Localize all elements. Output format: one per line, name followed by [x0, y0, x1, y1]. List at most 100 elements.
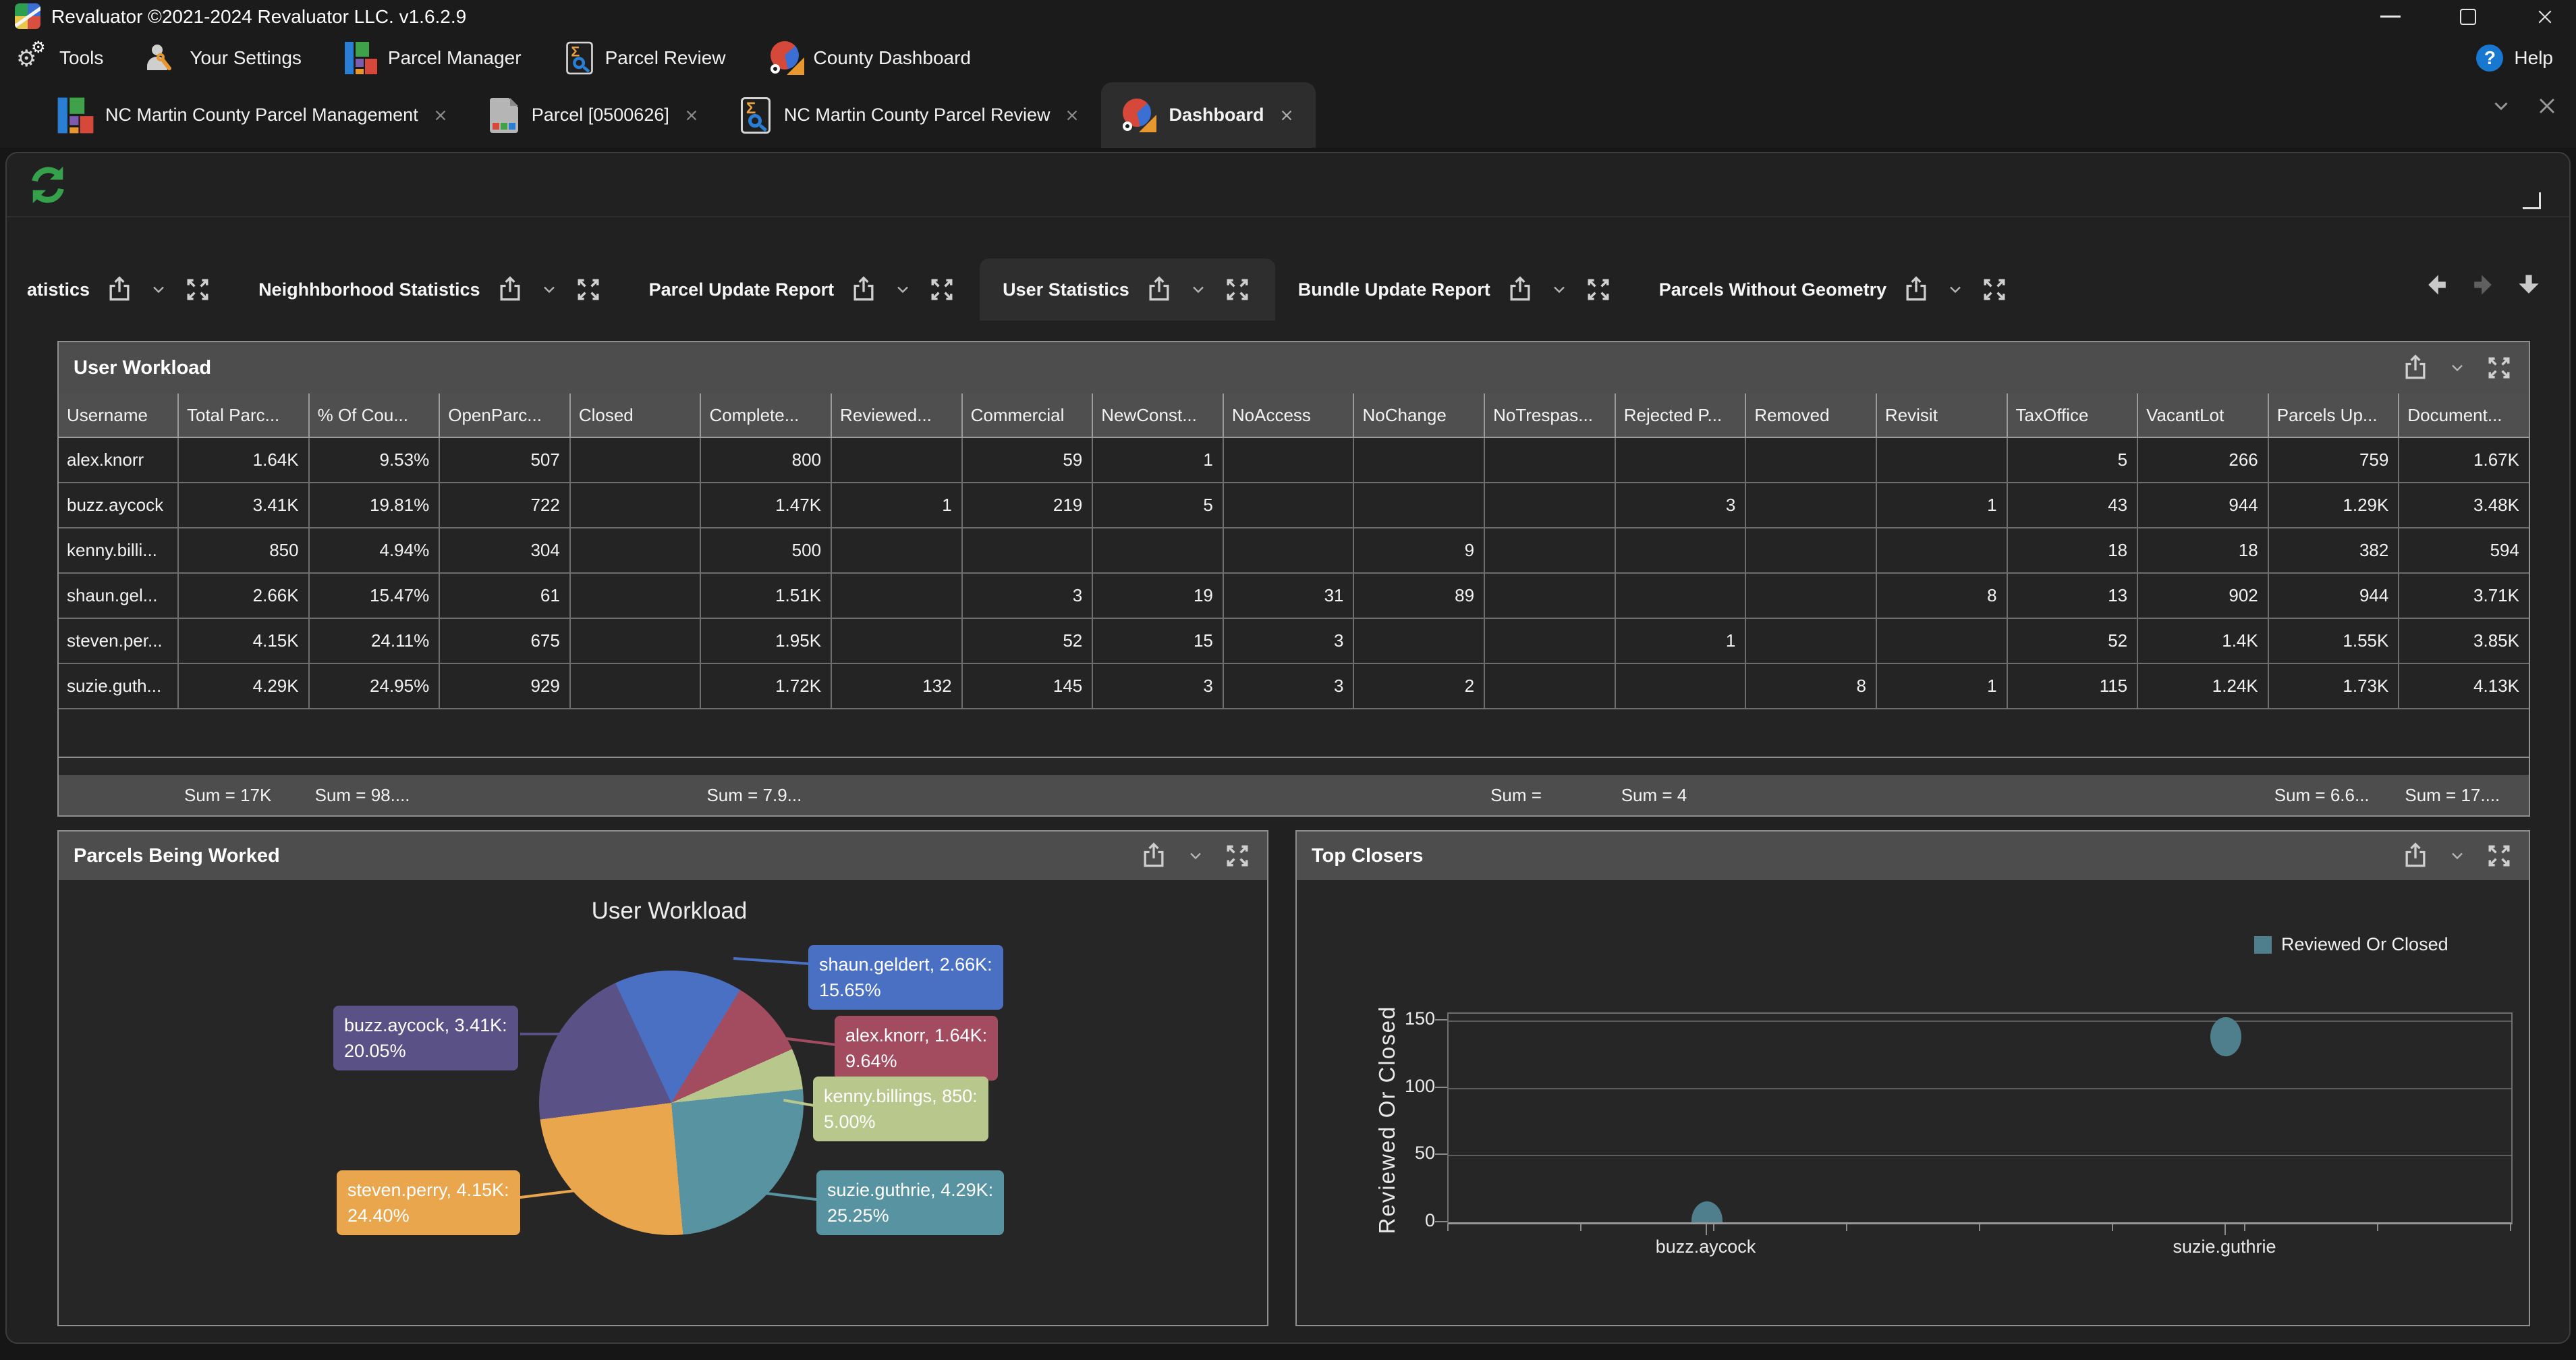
table-row[interactable]: alex.knorr1.64K9.53%50780059152667591.67…: [59, 438, 2529, 483]
column-header[interactable]: Revisit: [1876, 393, 2007, 437]
column-header[interactable]: Removed: [1745, 393, 1876, 437]
menu-item-help[interactable]: Help: [2476, 33, 2553, 82]
menu-item-county-dashboard[interactable]: County Dashboard: [769, 41, 971, 75]
restore-button[interactable]: [2440, 0, 2496, 33]
column-header[interactable]: Complete...: [700, 393, 831, 437]
column-header[interactable]: Username: [59, 393, 177, 437]
export-icon[interactable]: [849, 275, 878, 304]
arrow-left-icon[interactable]: [2422, 270, 2452, 300]
expand-icon[interactable]: [2484, 353, 2514, 383]
export-icon[interactable]: [1144, 275, 1174, 304]
scatter-plot[interactable]: [1447, 1012, 2513, 1224]
chevron-down-icon[interactable]: [1946, 280, 1965, 299]
tab-parcel-0500626[interactable]: Parcel [0500626]: [470, 82, 721, 148]
table-row[interactable]: buzz.aycock3.41K19.81%7221.47K1219531439…: [59, 483, 2529, 528]
column-header[interactable]: Rejected P...: [1615, 393, 1745, 437]
expand-icon[interactable]: [927, 275, 957, 304]
column-header[interactable]: Reviewed...: [831, 393, 961, 437]
tab-dashboard[interactable]: Dashboard: [1101, 82, 1315, 148]
pie-chart[interactable]: [539, 971, 804, 1235]
scatter-point-buzz.aycock[interactable]: [1691, 1201, 1723, 1224]
expand-icon[interactable]: [1980, 275, 2009, 304]
expand-icon[interactable]: [573, 275, 603, 304]
export-icon[interactable]: [1505, 275, 1535, 304]
export-icon[interactable]: [1139, 841, 1169, 871]
tab-parcel-review[interactable]: Σ NC Martin County Parcel Review: [721, 82, 1102, 148]
export-icon[interactable]: [2401, 353, 2430, 383]
table-header-row: UsernameTotal Parc...% Of Cou...OpenParc…: [59, 393, 2529, 438]
column-header[interactable]: Closed: [569, 393, 700, 437]
table-row[interactable]: steven.per...4.15K24.11%6751.95K52153152…: [59, 619, 2529, 664]
corner-bracket-icon[interactable]: [2523, 192, 2541, 209]
column-header[interactable]: % Of Cou...: [308, 393, 439, 437]
column-header[interactable]: NoTrespas...: [1484, 393, 1615, 437]
report-strip-navigation: [2422, 270, 2544, 300]
expand-icon[interactable]: [1223, 841, 1252, 871]
chart-legend: Reviewed Or Closed: [2254, 934, 2448, 955]
expand-icon[interactable]: [2484, 841, 2514, 871]
column-header[interactable]: Document...: [2398, 393, 2529, 437]
export-icon[interactable]: [495, 275, 525, 304]
chevron-down-icon[interactable]: [2448, 358, 2467, 377]
table-row[interactable]: kenny.billi...8504.94%30450091818382594: [59, 528, 2529, 574]
chevron-down-icon[interactable]: [2448, 846, 2467, 865]
table-row[interactable]: suzie.guth...4.29K24.95%9291.72K13214533…: [59, 664, 2529, 709]
table-cell: 3: [961, 574, 1092, 618]
column-header[interactable]: NoAccess: [1223, 393, 1353, 437]
column-header[interactable]: NoChange: [1353, 393, 1484, 437]
column-header[interactable]: Parcels Up...: [2268, 393, 2399, 437]
expand-icon[interactable]: [1223, 275, 1252, 304]
chevron-down-icon[interactable]: [893, 280, 912, 299]
pie-label-steven-perry: steven.perry, 4.15K:24.40%: [337, 1170, 520, 1235]
export-icon[interactable]: [105, 275, 134, 304]
document-magnifier-icon: Σ: [566, 41, 593, 74]
close-icon[interactable]: [683, 107, 700, 124]
close-icon[interactable]: [432, 107, 449, 124]
report-tab-parcels-without-geometry[interactable]: Parcels Without Geometry: [1636, 259, 2032, 321]
menu-item-tools[interactable]: ⚙⚙ Tools: [16, 42, 103, 74]
report-tab-bundle-update-report[interactable]: Bundle Update Report: [1275, 259, 1636, 321]
export-icon[interactable]: [2401, 841, 2430, 871]
expand-icon[interactable]: [183, 275, 213, 304]
minimize-button[interactable]: [2362, 0, 2419, 33]
chevron-down-icon[interactable]: [1189, 280, 1208, 299]
column-header[interactable]: Total Parc...: [177, 393, 308, 437]
column-header[interactable]: TaxOffice: [2007, 393, 2137, 437]
table-cell: 8: [1876, 574, 2007, 618]
report-tab-neighborhood-statistics[interactable]: Neighhborhood Statistics: [235, 259, 626, 321]
table-row[interactable]: shaun.gel...2.66K15.47%611.51K3193189813…: [59, 574, 2529, 619]
chevron-down-icon[interactable]: [1186, 846, 1205, 865]
arrow-right-icon[interactable]: [2468, 270, 2498, 300]
chevron-down-icon[interactable]: [540, 280, 559, 299]
user-key-icon: [146, 42, 179, 74]
table-cell: 1: [1876, 483, 2007, 527]
table-empty-area: [59, 709, 2529, 758]
column-header[interactable]: NewConst...: [1092, 393, 1223, 437]
chevron-down-icon[interactable]: [2490, 94, 2513, 117]
scatter-point-suzie.guthrie[interactable]: [2210, 1017, 2241, 1056]
refresh-button[interactable]: [27, 164, 69, 206]
x-tick-mark: [1979, 1224, 1980, 1231]
export-icon[interactable]: [1901, 275, 1931, 304]
report-tab-user-statistics[interactable]: User Statistics: [980, 259, 1275, 321]
close-icon[interactable]: [1063, 107, 1081, 124]
menu-item-parcel-review[interactable]: Σ Parcel Review: [565, 40, 726, 76]
close-icon[interactable]: [2536, 94, 2558, 117]
table-cell: [569, 574, 700, 618]
column-header[interactable]: Commercial: [961, 393, 1092, 437]
report-tab-statistics[interactable]: atistics: [7, 259, 235, 321]
expand-icon[interactable]: [1584, 275, 1613, 304]
chevron-down-icon[interactable]: [1550, 280, 1569, 299]
chevron-down-icon[interactable]: [149, 280, 168, 299]
column-header[interactable]: VacantLot: [2137, 393, 2268, 437]
report-tab-parcel-update-report[interactable]: Parcel Update Report: [626, 259, 980, 321]
tab-parcel-management[interactable]: NC Martin County Parcel Management: [39, 82, 470, 148]
close-button[interactable]: [2517, 0, 2573, 33]
column-header[interactable]: OpenParc...: [439, 393, 569, 437]
table-cell: 115: [2007, 664, 2137, 708]
arrow-down-icon[interactable]: [2514, 270, 2544, 300]
x-category-label: buzz.aycock: [1584, 1236, 1827, 1257]
menu-item-your-settings[interactable]: Your Settings: [146, 42, 302, 74]
close-icon[interactable]: [1278, 107, 1295, 124]
menu-item-parcel-manager[interactable]: Parcel Manager: [345, 42, 522, 74]
